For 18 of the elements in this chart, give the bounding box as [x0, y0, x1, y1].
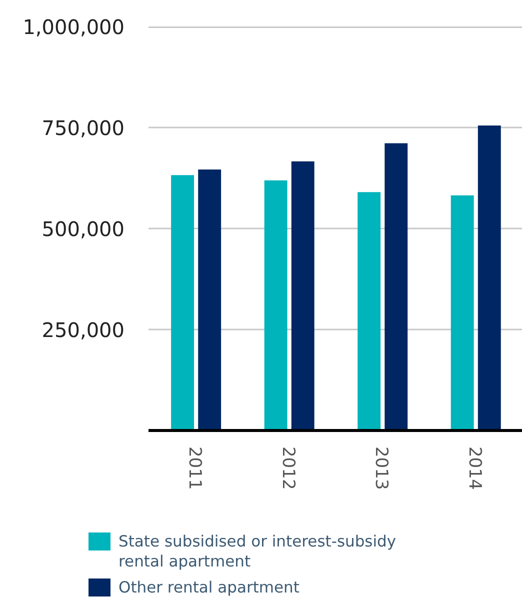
y-tick-label: 750,000 — [42, 116, 125, 140]
legend-label: State subsidised or interest-subsidy rental apartment — [118, 532, 396, 570]
y-tick-label: 1,000,000 — [22, 15, 125, 39]
legend-label: Other rental apartment — [118, 578, 300, 596]
bar — [264, 180, 288, 430]
x-tick-label: 2012 — [278, 446, 298, 490]
x-tick-label: 2011 — [184, 446, 205, 490]
x-tick-label: 2013 — [371, 446, 392, 490]
bar — [171, 175, 194, 430]
bar — [478, 125, 501, 430]
bar — [384, 143, 408, 430]
x-tick-label: 2014 — [464, 446, 484, 490]
y-tick-label: 500,000 — [42, 217, 125, 241]
bar — [450, 195, 474, 430]
y-tick-label: 250,000 — [42, 318, 125, 342]
bar — [291, 161, 314, 430]
bar — [358, 192, 381, 430]
bar — [198, 170, 222, 430]
